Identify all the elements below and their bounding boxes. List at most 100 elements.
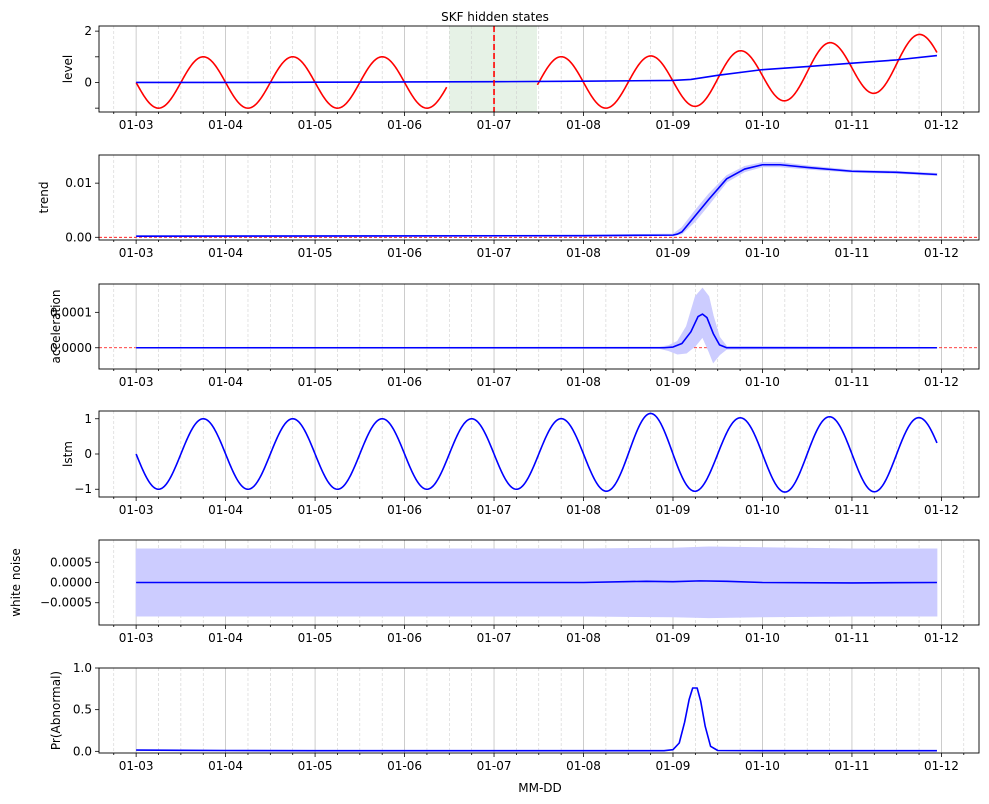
y-tick-label: 0.01 — [65, 176, 92, 190]
series-line-lstm — [135, 412, 938, 493]
y-axis-label: trend — [37, 182, 51, 214]
x-tick-label: 01-12 — [924, 503, 959, 517]
x-tick-label: 01-07 — [477, 246, 512, 260]
plot-area-level — [113, 26, 965, 112]
y-tick-label: 0.00 — [65, 230, 92, 244]
subplot-acceleration: 01-03 01-04 01-05 01-06 01-07 01-08 01-09 01-10… — [49, 283, 980, 389]
anomaly-region — [449, 26, 537, 112]
x-tick-label: 01-03 — [119, 118, 154, 132]
series-line-probability — [136, 687, 937, 752]
x-tick-label: 01-12 — [924, 631, 959, 645]
x-tick-label: 01-04 — [208, 375, 243, 389]
x-tick-label: 01-04 — [208, 759, 243, 773]
y-axis-label: lstm — [61, 441, 75, 467]
x-tick-label: 01-08 — [566, 759, 601, 773]
confidence-band-acceleration — [135, 287, 938, 364]
x-tick-label: 01-11 — [835, 503, 870, 517]
subplot-level: 01-03 01-04 01-05 01-06 01-07 01-08 01-09 01-10… — [61, 24, 980, 132]
x-tick-label: 01-06 — [387, 503, 422, 517]
x-tick-label: 01-11 — [835, 246, 870, 260]
x-tick-label: 01-09 — [656, 503, 691, 517]
plot-area-acceleration — [99, 284, 979, 369]
x-tick-label: 01-08 — [566, 246, 601, 260]
subplot-white-noise: 01-03 01-04 01-05 01-06 01-07 01-08 01-09 01-10… — [9, 539, 980, 645]
figure-title: SKF hidden states — [441, 10, 549, 24]
y-tick-label: 0 — [84, 75, 92, 89]
x-tick-label: 01-12 — [924, 118, 959, 132]
x-tick-label: 01-10 — [745, 375, 780, 389]
subplot-stack: 01-03 01-04 01-05 01-06 01-07 01-08 01-09 01-10… — [9, 24, 980, 773]
plot-area-white-noise — [113, 540, 965, 625]
plot-area-trend — [99, 155, 979, 240]
x-tick-label: 01-05 — [298, 759, 333, 773]
x-tick-label: 01-05 — [298, 631, 333, 645]
x-tick-label: 01-11 — [835, 375, 870, 389]
x-tick-label: 01-09 — [656, 246, 691, 260]
subplot-lstm: 01-03 01-04 01-05 01-06 01-07 01-08 01-09 01-10… — [61, 410, 980, 517]
x-tick-label: 01-07 — [477, 759, 512, 773]
y-tick-label: −0.0005 — [40, 596, 92, 610]
x-tick-label: 01-12 — [924, 375, 959, 389]
x-tick-label: 01-05 — [298, 246, 333, 260]
x-tick-label: 01-07 — [477, 118, 512, 132]
x-tick-label: 01-03 — [119, 246, 154, 260]
x-tick-label: 01-07 — [477, 375, 512, 389]
series-line-level — [136, 54, 938, 84]
x-tick-label: 01-11 — [835, 118, 870, 132]
series-line-observations-1 — [135, 56, 448, 109]
y-axis-label: white noise — [9, 548, 23, 617]
x-tick-label: 01-03 — [119, 759, 154, 773]
x-tick-label: 01-03 — [119, 631, 154, 645]
x-tick-label: 01-07 — [477, 631, 512, 645]
x-tick-label: 01-04 — [208, 118, 243, 132]
x-tick-label: 01-04 — [208, 246, 243, 260]
plot-area-pr-abnormal- — [113, 668, 965, 753]
y-tick-label: 2 — [84, 24, 92, 38]
subplot-trend: 01-03 01-04 01-05 01-06 01-07 01-08 01-09 01-10… — [37, 154, 980, 260]
x-tick-label: 01-06 — [387, 246, 422, 260]
y-tick-label: 0 — [84, 447, 92, 461]
x-tick-label: 01-10 — [745, 246, 780, 260]
x-tick-label: 01-06 — [387, 375, 422, 389]
y-axis-label: acceleration — [49, 290, 63, 364]
x-axis-label: MM-DD — [518, 781, 562, 795]
x-tick-label: 01-08 — [566, 503, 601, 517]
x-tick-label: 01-07 — [477, 503, 512, 517]
x-tick-label: 01-05 — [298, 118, 333, 132]
x-tick-label: 01-11 — [835, 759, 870, 773]
x-tick-label: 01-04 — [208, 503, 243, 517]
x-tick-label: 01-08 — [566, 631, 601, 645]
x-tick-label: 01-10 — [745, 759, 780, 773]
x-tick-label: 01-09 — [656, 631, 691, 645]
x-tick-label: 01-09 — [656, 375, 691, 389]
x-tick-label: 01-08 — [566, 118, 601, 132]
x-tick-label: 01-10 — [745, 118, 780, 132]
confidence-band-trend — [135, 162, 938, 238]
x-tick-label: 01-10 — [745, 503, 780, 517]
x-tick-label: 01-09 — [656, 118, 691, 132]
y-axis-label: Pr(Abnormal) — [49, 671, 63, 750]
y-tick-label: 0.0000 — [50, 341, 92, 355]
y-tick-label: 0.0005 — [50, 555, 92, 569]
y-axis-label: level — [61, 55, 75, 84]
x-tick-label: 01-06 — [387, 759, 422, 773]
x-tick-label: 01-05 — [298, 375, 333, 389]
x-tick-label: 01-12 — [924, 759, 959, 773]
x-tick-label: 01-10 — [745, 631, 780, 645]
x-tick-label: 01-04 — [208, 631, 243, 645]
x-tick-label: 01-11 — [835, 631, 870, 645]
y-tick-label: 0.0001 — [50, 305, 92, 319]
x-tick-label: 01-06 — [387, 118, 422, 132]
series-line-white-noise — [136, 580, 937, 584]
series-line-trend — [136, 163, 937, 238]
y-tick-label: 1 — [84, 412, 92, 426]
y-tick-label: 1.0 — [73, 661, 92, 675]
x-tick-label: 01-06 — [387, 631, 422, 645]
y-tick-label: −1 — [74, 482, 92, 496]
series-line-observations-2 — [536, 33, 938, 109]
x-tick-label: 01-03 — [119, 375, 154, 389]
x-tick-label: 01-03 — [119, 503, 154, 517]
subplot-pr-abnormal-: 01-03 01-04 01-05 01-06 01-07 01-08 01-09 01-10… — [49, 661, 980, 773]
x-tick-label: 01-09 — [656, 759, 691, 773]
